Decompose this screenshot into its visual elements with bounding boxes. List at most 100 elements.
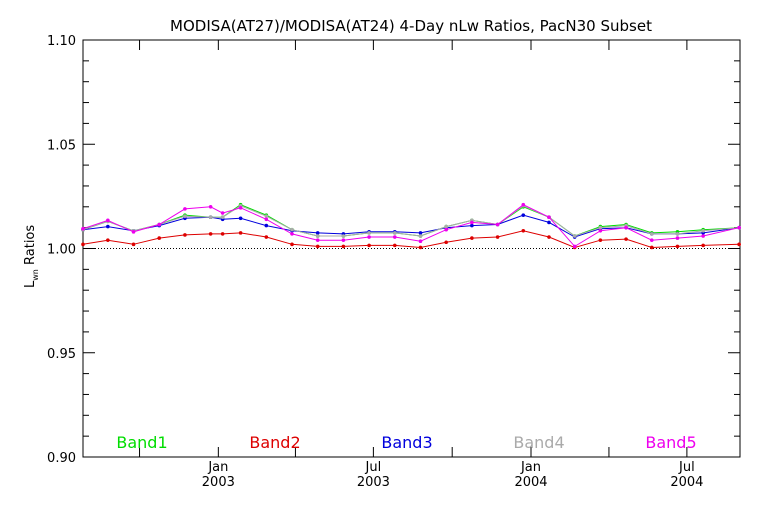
data-point-band5 (367, 235, 371, 239)
data-point-band5 (624, 225, 628, 230)
data-point-band2 (444, 240, 448, 245)
data-point-band5 (220, 211, 225, 215)
data-point-band2 (495, 235, 500, 239)
data-point-band2 (598, 238, 603, 242)
data-point-band4 (367, 231, 371, 235)
y-tick-label: 1.05 (47, 138, 76, 153)
data-point-band5 (521, 202, 526, 207)
data-point-band5 (341, 238, 346, 242)
data-point-band5 (598, 228, 603, 233)
data-point-band3 (547, 220, 551, 225)
data-point-band2 (238, 231, 243, 235)
series-line-band3 (82, 214, 740, 238)
x-tick-label-year: 2004 (514, 475, 547, 490)
data-point-band5 (444, 227, 448, 232)
x-tick-label-month: Jul (365, 460, 382, 475)
legend-item-band5: Band5 (645, 433, 696, 452)
y-tick-label: 1.00 (47, 243, 76, 258)
y-tick-label: 1.10 (47, 34, 76, 49)
x-tick-label-month: Jan (207, 460, 228, 475)
data-point-band4 (183, 214, 187, 218)
data-point-band3 (315, 231, 320, 235)
data-point-band5 (264, 217, 269, 222)
data-point-band5 (315, 238, 320, 242)
data-point-band5 (157, 222, 162, 227)
data-point-band4 (315, 234, 320, 238)
data-point-band4 (598, 225, 603, 230)
data-point-band2 (183, 233, 187, 237)
data-point-band2 (81, 242, 85, 247)
data-point-band5 (106, 218, 110, 223)
y-axis-label: Lwn Ratios (23, 225, 40, 288)
data-point-band4 (341, 234, 346, 238)
data-point-band5 (208, 205, 213, 209)
data-point-band5 (572, 244, 577, 249)
data-point-band2 (157, 236, 162, 240)
data-point-band5 (392, 235, 397, 239)
data-point-band4 (220, 215, 225, 220)
data-point-band2 (220, 232, 225, 236)
data-point-band5 (701, 234, 705, 238)
data-point-band2 (649, 245, 654, 250)
data-point-band2 (737, 242, 741, 247)
data-point-band4 (264, 214, 269, 218)
legend-item-band3: Band3 (381, 433, 432, 452)
data-point-band2 (290, 242, 294, 247)
data-point-band2 (624, 237, 628, 241)
data-point-band5 (547, 215, 551, 220)
data-point-band2 (131, 242, 136, 247)
data-point-band4 (572, 234, 577, 238)
x-tick-label-month: Jan (520, 460, 541, 475)
x-tick-label-year: 2003 (357, 475, 390, 490)
axes-layer: 1.101.051.000.950.90Jan2003Jul2003Jan200… (47, 34, 740, 490)
legend-item-band2: Band2 (249, 433, 300, 452)
data-point-band2 (521, 228, 526, 233)
data-point-band5 (418, 239, 423, 244)
data-point-band5 (238, 206, 243, 210)
data-point-band2 (315, 244, 320, 249)
data-point-band2 (341, 244, 346, 249)
chart-title: MODISA(AT27)/MODISA(AT24) 4-Day nLw Rati… (170, 17, 652, 35)
y-axis-label-sub: wn (31, 269, 40, 281)
data-point-band5 (183, 207, 187, 211)
data-point-band2 (392, 243, 397, 248)
data-point-band2 (264, 235, 269, 239)
legend-item-band4: Band4 (513, 433, 564, 452)
series-layer (81, 202, 741, 250)
data-point-band4 (392, 231, 397, 235)
data-point-band4 (208, 215, 213, 220)
data-point-band4 (290, 227, 294, 232)
y-tick-label: 0.95 (47, 347, 76, 362)
data-point-band4 (675, 232, 680, 236)
data-point-band5 (649, 238, 654, 242)
data-point-band5 (675, 236, 680, 240)
data-point-band3 (238, 216, 243, 221)
y-tick-label: 0.90 (47, 451, 76, 466)
data-point-band2 (106, 238, 110, 242)
x-tick-label-month: Jul (678, 460, 695, 475)
data-point-band2 (208, 232, 213, 236)
data-point-band4 (649, 232, 654, 236)
data-point-band5 (470, 220, 474, 225)
data-point-band3 (521, 213, 526, 217)
y-axis-label-main: L (23, 280, 38, 288)
legend: Band1 Band2 Band3 Band4 Band5 (116, 433, 696, 452)
data-point-band2 (367, 243, 371, 248)
data-point-band5 (737, 225, 741, 230)
data-point-band3 (264, 223, 269, 228)
data-point-band2 (675, 244, 680, 249)
data-point-band2 (418, 245, 423, 250)
data-point-band3 (418, 231, 423, 235)
data-point-band4 (444, 224, 448, 229)
data-point-band5 (495, 222, 500, 227)
data-point-band2 (547, 235, 551, 239)
series-line-band5 (82, 204, 740, 248)
data-point-band4 (418, 234, 423, 238)
legend-item-band1: Band1 (116, 433, 167, 452)
y-axis-label-rest: Ratios (23, 225, 38, 270)
x-tick-label-year: 2004 (670, 475, 703, 490)
data-point-band4 (701, 228, 705, 233)
data-point-band2 (701, 243, 705, 248)
data-point-band2 (470, 236, 474, 240)
